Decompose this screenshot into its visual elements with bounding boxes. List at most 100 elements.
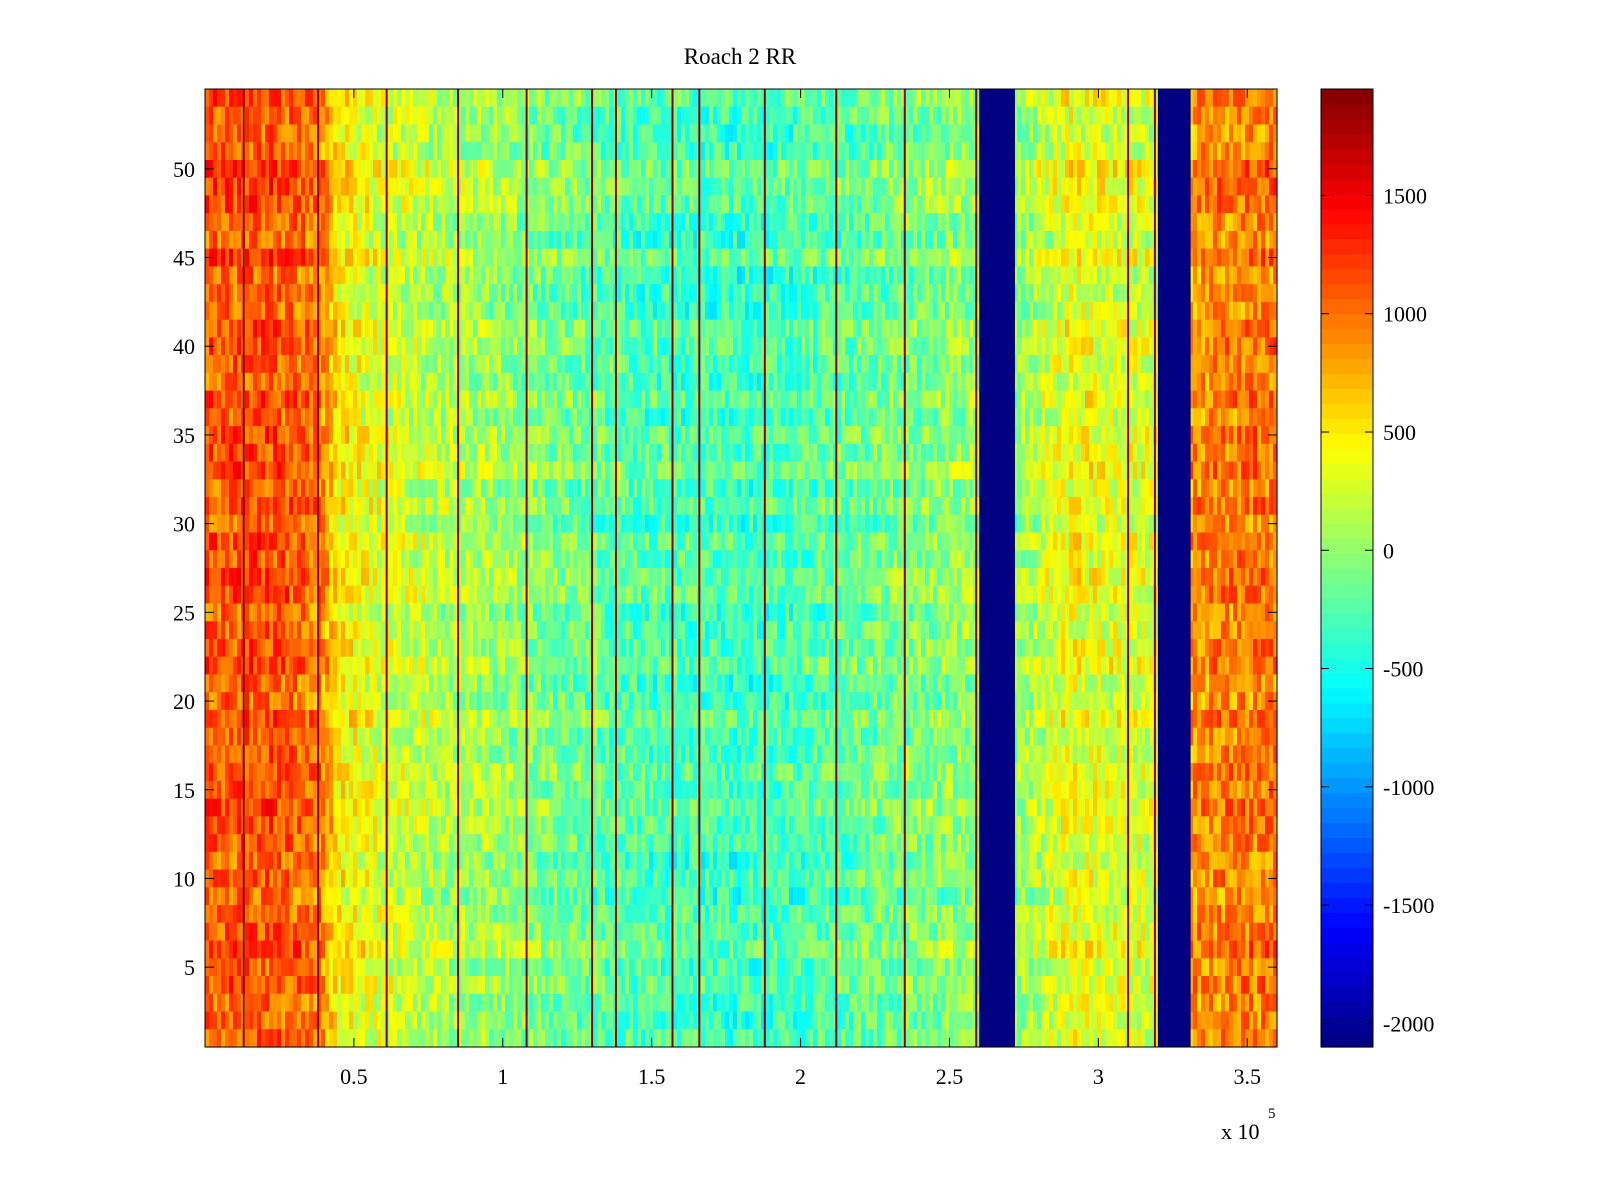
heatmap-cell	[553, 159, 558, 179]
heatmap-cell	[1205, 390, 1210, 409]
heatmap-cell	[1093, 248, 1098, 268]
heatmap-cell	[365, 248, 370, 268]
heatmap-cell	[821, 142, 826, 161]
heatmap-cell	[1097, 89, 1102, 108]
heatmap-cell	[1085, 195, 1090, 214]
heatmap-cell	[245, 177, 250, 197]
heatmap-cell	[581, 319, 586, 338]
heatmap-cell	[273, 372, 278, 392]
heatmap-cell	[277, 177, 282, 197]
heatmap-cell	[705, 372, 710, 392]
heatmap-cell	[1085, 230, 1090, 250]
heatmap-cell	[245, 408, 250, 427]
heatmap-cell	[1261, 284, 1266, 303]
heatmap-cell	[1065, 372, 1070, 392]
heatmap-cell	[1217, 106, 1222, 126]
heatmap-cell	[801, 213, 806, 232]
heatmap-cell	[1229, 248, 1234, 268]
heatmap-cell	[705, 337, 710, 356]
heatmap-cell	[217, 390, 222, 409]
heatmap-cell	[681, 284, 686, 303]
heatmap-cell	[265, 230, 270, 250]
heatmap-cell	[593, 355, 598, 374]
heatmap-cell	[1025, 230, 1030, 250]
heatmap-cell	[469, 284, 474, 303]
heatmap-cell	[949, 124, 954, 143]
heatmap-cell	[1141, 106, 1146, 126]
heatmap-cell	[249, 124, 254, 143]
heatmap-cell	[353, 89, 358, 108]
heatmap-cell	[541, 284, 546, 303]
heatmap-cell	[645, 159, 650, 179]
heatmap-cell	[209, 408, 214, 427]
heatmap-cell	[533, 106, 538, 126]
heatmap-cell	[1249, 266, 1254, 285]
heatmap-cell	[441, 159, 446, 179]
heatmap-cell	[769, 177, 774, 197]
heatmap-cell	[517, 390, 522, 409]
heatmap-cell	[809, 195, 814, 214]
heatmap-cell	[1049, 230, 1054, 250]
heatmap-cell	[293, 195, 298, 214]
heatmap-cell	[937, 124, 942, 143]
heatmap-cell	[1213, 248, 1218, 268]
heatmap-cell	[925, 124, 930, 143]
heatmap-cell	[845, 390, 850, 409]
heatmap-cell	[289, 142, 294, 161]
heatmap-cell	[609, 266, 614, 285]
heatmap-cell	[1129, 106, 1134, 126]
heatmap-cell	[249, 248, 254, 268]
heatmap-cell	[537, 266, 542, 285]
heatmap-cell	[1149, 106, 1154, 126]
heatmap-cell	[1085, 301, 1090, 321]
heatmap-cell	[1241, 177, 1246, 197]
heatmap-cell	[1025, 284, 1030, 303]
heatmap-cell	[605, 408, 610, 427]
heatmap-cell	[605, 177, 610, 197]
heatmap-cell	[1041, 89, 1046, 108]
heatmap-cell	[333, 230, 338, 250]
heatmap-cell	[489, 213, 494, 232]
heatmap-cell	[361, 230, 366, 250]
heatmap-cell	[1053, 372, 1058, 392]
heatmap-cell	[421, 195, 426, 214]
heatmap-cell	[861, 372, 866, 392]
heatmap-cell	[345, 319, 350, 338]
heatmap-cell	[337, 355, 342, 374]
heatmap-cell	[485, 266, 490, 285]
heatmap-cell	[781, 195, 786, 214]
heatmap-cell	[593, 124, 598, 143]
heatmap-cell	[685, 319, 690, 338]
heatmap-cell	[653, 266, 658, 285]
heatmap-cell	[1205, 372, 1210, 392]
heatmap-cell	[501, 213, 506, 232]
heatmap-cell	[757, 372, 762, 392]
heatmap-cell	[233, 177, 238, 197]
heatmap-cell	[561, 159, 566, 179]
heatmap-cell	[705, 177, 710, 197]
heatmap-cell	[901, 89, 906, 108]
heatmap-cell	[453, 390, 458, 409]
heatmap-cell	[353, 408, 358, 427]
heatmap-cell	[333, 408, 338, 427]
heatmap-cell	[265, 266, 270, 285]
heatmap-cell	[585, 124, 590, 143]
heatmap-cell	[741, 213, 746, 232]
heatmap-cell	[717, 284, 722, 303]
heatmap-cell	[953, 301, 958, 321]
heatmap-cell	[301, 106, 306, 126]
heatmap-cell	[849, 195, 854, 214]
heatmap-cell	[1201, 319, 1206, 338]
heatmap-cell	[341, 213, 346, 232]
heatmap-cell	[397, 248, 402, 268]
heatmap-cell	[393, 301, 398, 321]
heatmap-cell	[913, 124, 918, 143]
heatmap-cell	[1089, 177, 1094, 197]
heatmap-cell	[1265, 213, 1270, 232]
heatmap-cell	[693, 319, 698, 338]
heatmap-cell	[421, 177, 426, 197]
heatmap-cell	[1069, 248, 1074, 268]
heatmap-cell	[405, 230, 410, 250]
heatmap-cell	[621, 142, 626, 161]
heatmap-cell	[721, 372, 726, 392]
